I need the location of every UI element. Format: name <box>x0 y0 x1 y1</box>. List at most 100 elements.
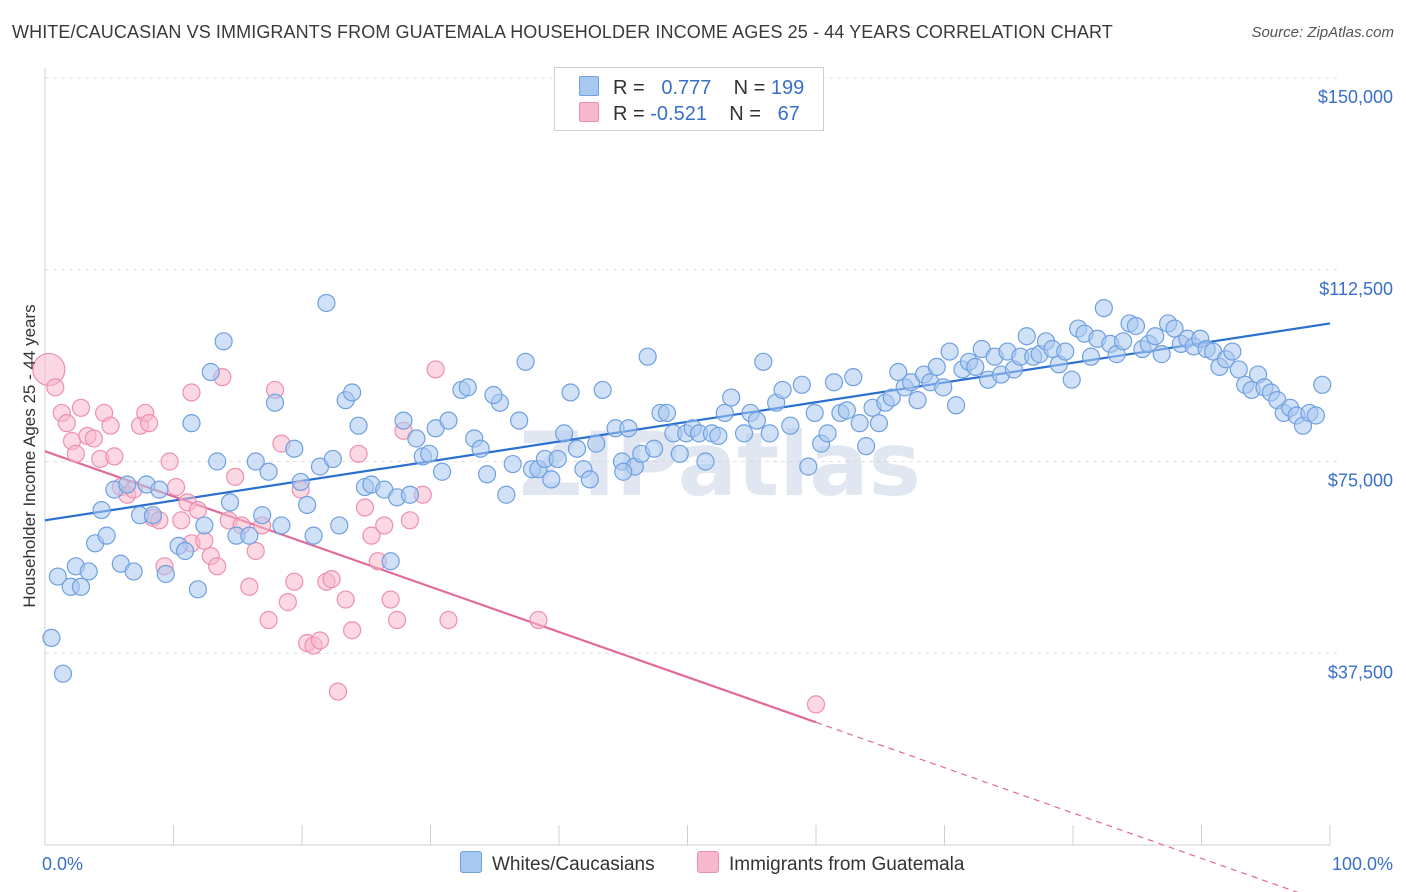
data-point <box>529 610 548 630</box>
data-point <box>516 352 535 371</box>
data-point <box>92 500 111 520</box>
y-tick-label: $37,500 <box>1328 662 1393 682</box>
legend-n-label: N = <box>733 77 766 99</box>
data-point <box>53 664 73 683</box>
data-point <box>548 449 567 469</box>
data-point <box>272 516 291 535</box>
bottom-legend-swatch-guatemala <box>697 851 719 873</box>
trend-line-guatemala <box>44 450 817 724</box>
data-point <box>143 506 163 525</box>
data-point <box>336 590 355 609</box>
data-point <box>432 462 452 481</box>
data-points <box>32 293 1332 714</box>
data-point <box>497 485 516 504</box>
y-axis-label: Householder Income Ages 25 - 44 years <box>20 304 39 607</box>
data-point <box>317 293 336 313</box>
data-point <box>387 610 407 630</box>
data-point <box>734 424 754 443</box>
data-point <box>1081 347 1101 366</box>
data-point <box>946 396 966 415</box>
data-point <box>394 411 413 430</box>
legend-swatch-guatemala <box>579 102 599 122</box>
legend-r-value-guatemala: -0.521 <box>650 103 707 125</box>
data-point <box>934 378 953 397</box>
data-point <box>46 378 65 397</box>
data-point <box>844 368 863 387</box>
data-point <box>57 414 76 433</box>
data-point <box>638 347 657 366</box>
data-point <box>160 452 179 471</box>
data-point <box>426 360 445 379</box>
data-point <box>265 393 285 412</box>
data-point <box>355 498 375 517</box>
data-point <box>381 552 400 571</box>
data-point <box>857 437 876 456</box>
legend-row-guatemala: R = -0.521 N = 67 <box>579 102 800 128</box>
data-point <box>1313 375 1332 394</box>
data-point <box>150 480 169 499</box>
data-point <box>1152 345 1171 364</box>
grid-lines <box>45 77 1338 654</box>
data-point <box>343 621 362 640</box>
y-tick-label: $75,000 <box>1328 471 1393 491</box>
data-point <box>381 590 400 609</box>
data-point <box>220 493 240 512</box>
data-point <box>818 424 837 443</box>
data-point <box>105 447 124 466</box>
chart-title: WHITE/CAUCASIAN VS IMMIGRANTS FROM GUATE… <box>12 22 1113 42</box>
data-point <box>79 562 98 581</box>
data-point <box>477 465 497 484</box>
data-point <box>172 511 191 530</box>
data-point <box>484 385 503 405</box>
tick-labels: $37,500 $75,000 $112,500 $150,000 0.0% 100.0% <box>42 87 1393 874</box>
data-point <box>1146 327 1165 346</box>
data-point <box>927 357 946 377</box>
data-point <box>240 526 259 545</box>
data-point <box>908 391 927 410</box>
data-point <box>882 388 901 407</box>
data-point <box>824 373 844 392</box>
data-point <box>362 526 381 545</box>
legend-r-label: R = <box>613 103 645 125</box>
legend-n-value-whites: 199 <box>770 77 805 99</box>
bottom-legend-label-guatemala: Immigrants from Guatemala <box>729 854 965 875</box>
data-point <box>1062 370 1081 389</box>
data-point <box>253 506 272 525</box>
data-point <box>343 383 362 402</box>
data-point <box>195 516 214 535</box>
data-point <box>439 610 458 630</box>
data-point <box>760 424 779 443</box>
data-point <box>407 429 426 448</box>
data-point <box>715 403 734 423</box>
data-point <box>1229 360 1248 379</box>
legend-n-value-guatemala: 67 <box>777 103 800 125</box>
data-point <box>208 452 227 471</box>
axes <box>44 68 1331 846</box>
data-point <box>561 383 580 402</box>
data-point <box>619 419 638 438</box>
data-point <box>1056 342 1075 361</box>
series-guatemala <box>32 352 826 714</box>
data-point <box>298 495 317 515</box>
data-point <box>542 470 561 489</box>
data-point <box>587 434 606 453</box>
series-whites <box>42 293 1332 683</box>
bottom-legend-whites: Whites/Caucasians <box>460 851 655 876</box>
data-point <box>869 414 889 433</box>
data-point <box>278 593 297 612</box>
data-point <box>806 695 826 714</box>
data-point <box>118 475 137 494</box>
data-point <box>799 457 818 476</box>
data-point <box>1306 406 1325 425</box>
data-point <box>310 631 330 650</box>
bottom-legend-label-whites: Whites/Caucasians <box>492 854 655 875</box>
data-point <box>285 439 304 458</box>
data-point <box>670 444 689 463</box>
data-point <box>71 577 91 596</box>
data-point <box>349 416 368 435</box>
data-point <box>182 383 201 402</box>
data-point <box>792 375 811 394</box>
bottom-legend-swatch-whites <box>460 851 482 873</box>
data-point <box>471 439 490 458</box>
data-point <box>420 444 439 463</box>
